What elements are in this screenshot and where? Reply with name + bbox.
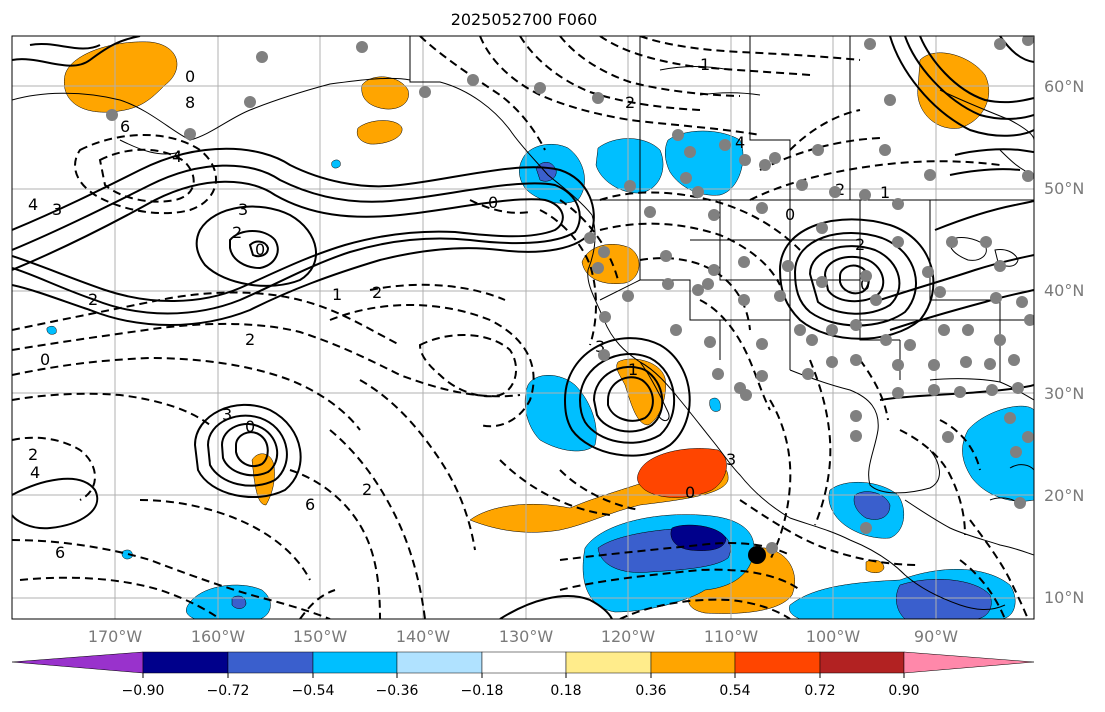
- lon-label: 150°W: [292, 627, 348, 646]
- lon-label: 140°W: [395, 627, 451, 646]
- plot-frame: [11, 35, 1035, 620]
- lat-label: 50°N: [1044, 179, 1085, 198]
- contour-label: 3: [238, 200, 248, 219]
- lat-label: 20°N: [1044, 486, 1085, 505]
- colorbar-swatch: [565, 651, 652, 674]
- station-dots: [106, 36, 1034, 554]
- contour-label: 0: [785, 205, 795, 224]
- colorbar-tick-label: −0.54: [291, 683, 335, 699]
- colorbar-swatch: [481, 651, 567, 674]
- colorbar-tick-label: −0.90: [121, 683, 165, 699]
- colorbar: [11, 651, 1035, 674]
- contour-label: 1: [332, 285, 342, 304]
- contour-label: 0: [40, 350, 50, 369]
- contour-label: 4: [28, 195, 38, 214]
- contour-label: 3: [52, 200, 62, 219]
- lat-label: 60°N: [1044, 77, 1085, 96]
- contour-label: 6: [120, 117, 130, 136]
- colorbar-swatch: [312, 651, 398, 674]
- contour-label: 0: [185, 67, 195, 86]
- contour-label: 2: [362, 480, 372, 499]
- colorbar-swatch: [396, 651, 483, 674]
- colorbar-tick-label: −0.72: [206, 683, 250, 699]
- contour-label: 8: [185, 93, 195, 112]
- colorbar-swatch: [734, 651, 821, 674]
- colorbar-swatch: [650, 651, 736, 674]
- colorbar-tick-label: 0.90: [888, 683, 920, 699]
- contour-label: 2: [232, 223, 242, 242]
- lat-label: 10°N: [1044, 588, 1085, 607]
- contour-label: 3: [726, 450, 736, 469]
- map-title: 2025052700 F060: [450, 10, 598, 29]
- colorbar-swatch: [903, 651, 1035, 674]
- contour-label: 2: [28, 445, 38, 464]
- contours: [12, 36, 1034, 619]
- colorbar-swatch: [227, 651, 314, 674]
- lon-label: 170°W: [87, 627, 143, 646]
- contour-label: 6: [55, 543, 65, 562]
- colorbar-tick-label: 0.36: [635, 683, 667, 699]
- lon-label: 90°W: [913, 627, 959, 646]
- lon-label: 130°W: [498, 627, 554, 646]
- colorbar-tick-label: 0.72: [804, 683, 836, 699]
- lon-label: 120°W: [600, 627, 656, 646]
- lon-label: 160°W: [190, 627, 246, 646]
- colorbar-swatch: [142, 651, 229, 674]
- colorbar-tick-label: 0.54: [719, 683, 751, 699]
- contour-label: 0: [860, 275, 870, 294]
- contour-label: 3: [595, 337, 605, 356]
- lon-label: 110°W: [703, 627, 759, 646]
- colorbar-tickmarks: [142, 673, 905, 678]
- colorbar-swatch: [819, 651, 905, 674]
- contour-label: 4: [735, 133, 745, 152]
- lat-label: 40°N: [1044, 281, 1085, 300]
- colorbar-tick-label: −0.36: [375, 683, 419, 699]
- contour-label: 2: [855, 235, 865, 254]
- contour-labels: 4 3 0 8 6 4 0 2 3 0 2 0 2 1 2 3 0 2 4 6 …: [28, 55, 890, 562]
- contour-label: 2: [245, 330, 255, 349]
- contour-label: 2: [625, 93, 635, 112]
- dashed-contours: [12, 36, 1029, 619]
- contour-label: 0: [488, 193, 498, 212]
- colorbar-tick-label: −0.18: [460, 683, 504, 699]
- contour-label: 0: [685, 483, 695, 502]
- contour-label: 4: [30, 463, 40, 482]
- contour-label: 1: [700, 55, 710, 74]
- contour-label: 4: [172, 147, 182, 166]
- storm-marker: [748, 546, 766, 564]
- contour-label: 2: [372, 283, 382, 302]
- contour-label: 3: [222, 405, 232, 424]
- colorbar-tick-label: 0.18: [550, 683, 582, 699]
- contour-label: 1: [880, 183, 890, 202]
- lat-label: 30°N: [1044, 384, 1085, 403]
- contour-label: 1: [628, 360, 638, 379]
- lon-label: 100°W: [805, 627, 861, 646]
- contour-label: 6: [305, 495, 315, 514]
- contour-label: 0: [245, 417, 255, 436]
- contour-label: 0: [255, 240, 265, 259]
- colorbar-swatch: [11, 651, 144, 674]
- contour-label: 2: [88, 290, 98, 309]
